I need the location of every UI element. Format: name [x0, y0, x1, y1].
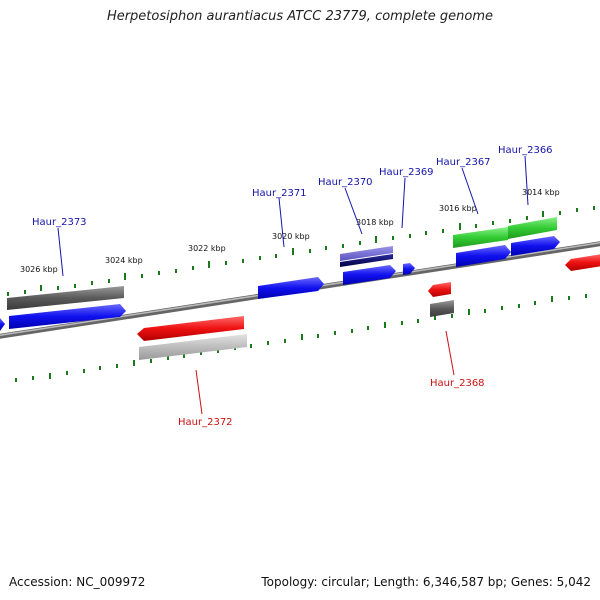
gene-label-haur-2369[interactable]: Haur_2369 [379, 167, 434, 178]
forward-strand-features [0, 217, 560, 331]
feature-gray-2368[interactable] [430, 300, 454, 317]
leader-haur-2370 [344, 187, 363, 235]
tick-label-3024: 3024 kbp [105, 256, 143, 265]
gene-label-haur-2371[interactable]: Haur_2371 [252, 188, 307, 199]
tick-labels: 3026 kbp 3024 kbp 3022 kbp 3020 kbp 3018… [20, 188, 560, 274]
feature-purple-2370[interactable] [340, 246, 393, 261]
tick-label-3018: 3018 kbp [356, 218, 394, 227]
reverse-strand-features [137, 254, 600, 360]
map-title: Herpetosiphon aurantiacus ATCC 23779, co… [106, 9, 494, 24]
leader-haur-2368 [445, 330, 455, 376]
gene-label-haur-2370[interactable]: Haur_2370 [318, 177, 373, 188]
outer-tick-ring [7, 206, 595, 296]
leader-haur-2366 [524, 155, 529, 206]
tick-label-3014: 3014 kbp [522, 188, 560, 197]
leader-haur-2372 [195, 369, 203, 415]
gene-arrow-haur-2367[interactable] [456, 245, 511, 267]
accession-text: Accession: NC_009972 [9, 575, 146, 589]
gene-label-haur-2372[interactable]: Haur_2372 [178, 417, 233, 428]
leader-haur-2369 [401, 177, 406, 229]
gene-arrow-haur-2373[interactable] [9, 304, 126, 329]
gene-label-haur-2367[interactable]: Haur_2367 [436, 157, 491, 168]
gene-arrow-left-edge[interactable] [0, 318, 5, 331]
feature-green-2367[interactable] [453, 227, 508, 248]
tick-label-3020: 3020 kbp [272, 232, 310, 241]
tick-label-3026: 3026 kbp [20, 265, 58, 274]
leader-haur-2373 [57, 227, 64, 277]
gene-arrow-haur-2372[interactable] [137, 316, 244, 341]
gene-arrow-haur-2370[interactable] [343, 265, 396, 285]
gene-arrow-right-edge[interactable] [565, 254, 600, 271]
label-leader-lines [57, 155, 529, 415]
leader-haur-2367 [461, 167, 479, 215]
gene-arrow-haur-2366[interactable] [511, 236, 560, 256]
gene-label-haur-2366[interactable]: Haur_2366 [498, 145, 553, 156]
feature-gray-2373[interactable] [7, 286, 124, 310]
tick-label-3022: 3022 kbp [188, 244, 226, 253]
inner-tick-ring [15, 294, 587, 382]
gene-label-haur-2368[interactable]: Haur_2368 [430, 378, 485, 389]
feature-navy-2370[interactable] [340, 254, 393, 267]
leader-haur-2371 [278, 197, 285, 248]
gene-labels: Haur_2373 Haur_2372 Haur_2371 Haur_2370 … [32, 145, 553, 428]
feature-lightgray-2372[interactable] [139, 334, 247, 360]
gene-arrow-haur-2371[interactable] [258, 277, 324, 299]
gene-label-haur-2373[interactable]: Haur_2373 [32, 217, 87, 228]
feature-green-2366[interactable] [508, 217, 557, 239]
gene-arrow-haur-2368[interactable] [428, 282, 451, 297]
tick-label-3016: 3016 kbp [439, 204, 477, 213]
topology-text: Topology: circular; Length: 6,346,587 bp… [261, 575, 591, 589]
gene-arrow-haur-2369[interactable] [403, 263, 415, 275]
